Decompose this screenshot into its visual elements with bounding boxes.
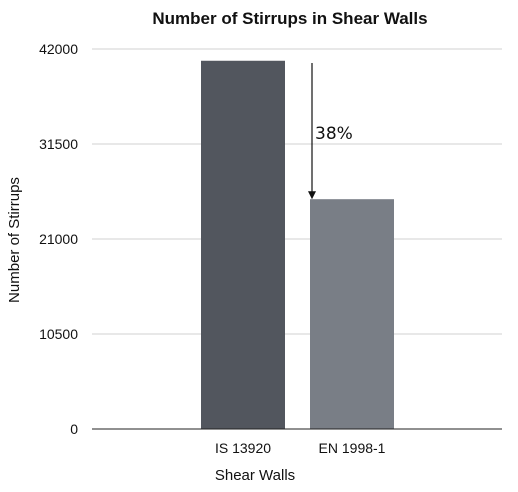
bars xyxy=(201,60,394,430)
chart-title: Number of Stirrups in Shear Walls xyxy=(152,9,427,28)
bar xyxy=(201,60,285,430)
percent-annotation: 38% xyxy=(315,124,353,144)
y-tick-label: 42000 xyxy=(39,41,78,57)
reduction-annotation: 38% xyxy=(308,63,353,200)
bar xyxy=(310,199,394,429)
y-tick-label: 0 xyxy=(70,421,78,437)
y-tick-labels: 0 10500 21000 31500 42000 xyxy=(39,41,78,437)
x-axis-title: Shear Walls xyxy=(215,467,295,484)
y-tick-label: 31500 xyxy=(39,136,78,152)
arrow-head xyxy=(308,191,316,200)
y-tick-label: 10500 xyxy=(39,326,78,342)
gridlines xyxy=(92,48,502,335)
y-tick-label: 21000 xyxy=(39,231,78,247)
x-tick-label: EN 1998-1 xyxy=(319,440,386,456)
x-tick-labels: IS 13920 EN 1998-1 xyxy=(215,440,386,456)
x-tick-label: IS 13920 xyxy=(215,440,271,456)
y-axis-title: Number of Stirrups xyxy=(6,177,23,303)
